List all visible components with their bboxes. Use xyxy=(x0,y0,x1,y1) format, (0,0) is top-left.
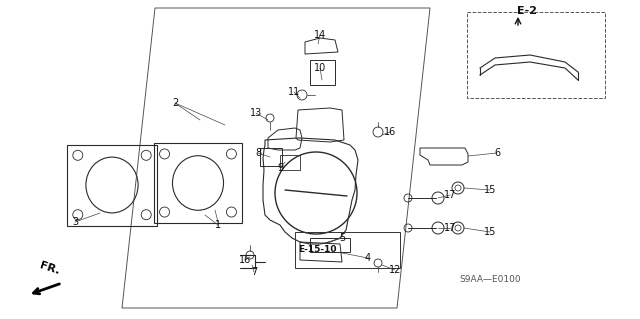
Text: 16: 16 xyxy=(239,255,251,265)
Bar xyxy=(280,155,300,170)
Text: 11: 11 xyxy=(288,87,300,97)
Text: 4: 4 xyxy=(365,253,371,263)
Text: E-2: E-2 xyxy=(517,6,537,16)
Text: 13: 13 xyxy=(250,108,262,118)
Bar xyxy=(295,232,400,268)
Bar xyxy=(467,12,605,98)
Text: 17: 17 xyxy=(444,223,456,233)
Text: 5: 5 xyxy=(339,233,345,243)
Text: 10: 10 xyxy=(314,63,326,73)
Text: 15: 15 xyxy=(484,185,496,195)
Text: 17: 17 xyxy=(444,190,456,200)
Text: 15: 15 xyxy=(484,227,496,237)
Text: 1: 1 xyxy=(215,220,221,230)
Bar xyxy=(310,60,335,85)
Text: 3: 3 xyxy=(72,217,78,227)
Text: 6: 6 xyxy=(494,148,500,158)
Text: 9: 9 xyxy=(277,163,283,173)
Bar xyxy=(260,148,282,166)
Text: S9AA—E0100: S9AA—E0100 xyxy=(459,276,521,285)
Text: E-15-10: E-15-10 xyxy=(298,246,337,255)
Text: FR.: FR. xyxy=(38,260,61,276)
Text: 8: 8 xyxy=(255,148,261,158)
Text: 7: 7 xyxy=(251,267,257,277)
Text: 2: 2 xyxy=(172,98,178,108)
Text: 12: 12 xyxy=(389,265,401,275)
Text: 16: 16 xyxy=(384,127,396,137)
Bar xyxy=(310,238,350,252)
Text: 14: 14 xyxy=(314,30,326,40)
